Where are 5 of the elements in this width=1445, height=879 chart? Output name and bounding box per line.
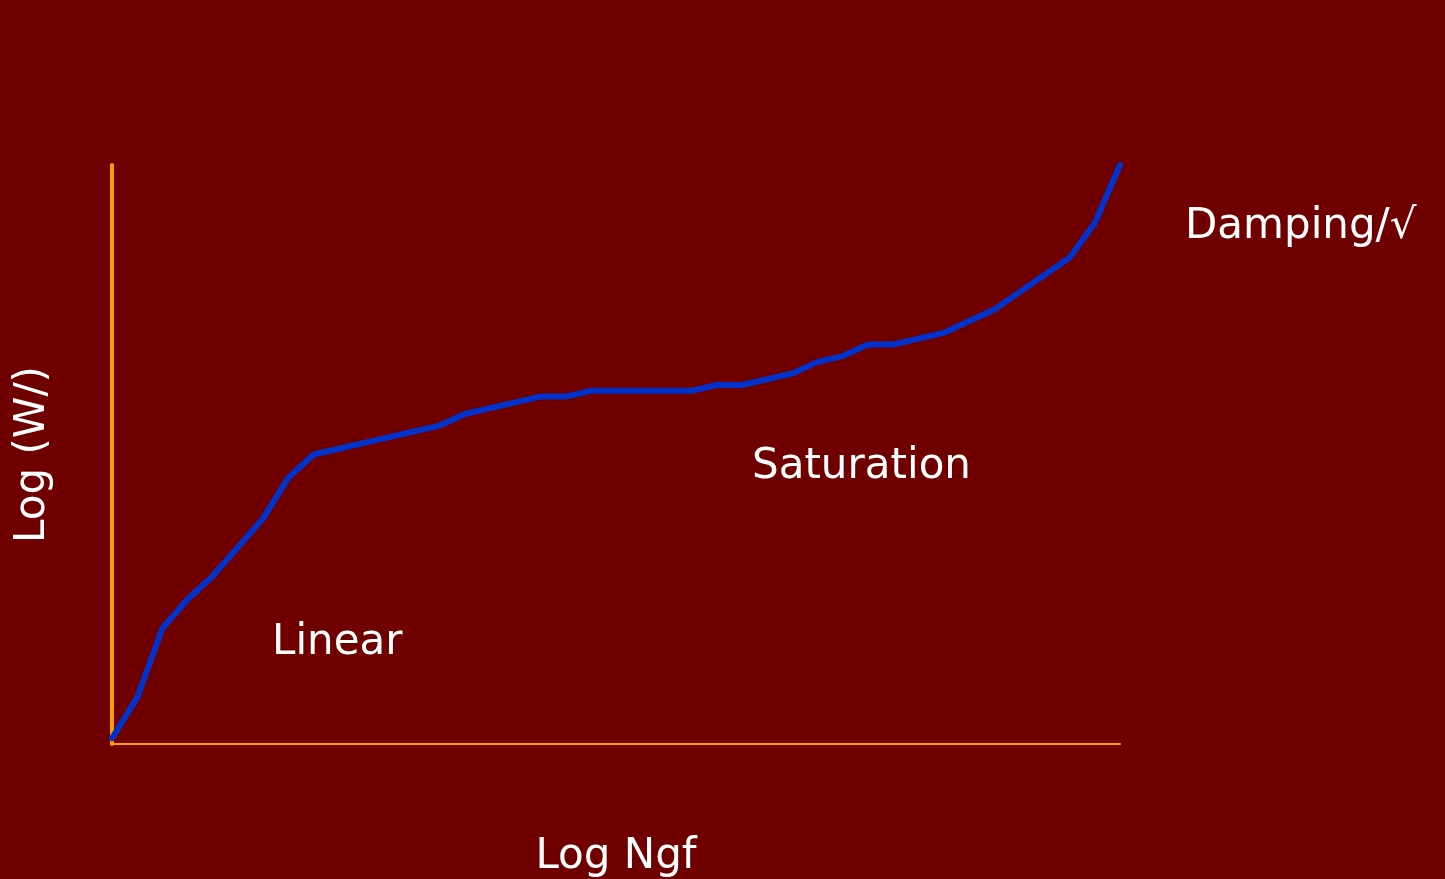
- y-axis-title: Log (W/): [4, 366, 54, 543]
- text: Damping/√: [1185, 198, 1417, 248]
- annotation: Linear: [272, 614, 404, 664]
- x-axis-title: Log Ngf: [535, 828, 698, 878]
- annotation: Saturation: [752, 438, 971, 488]
